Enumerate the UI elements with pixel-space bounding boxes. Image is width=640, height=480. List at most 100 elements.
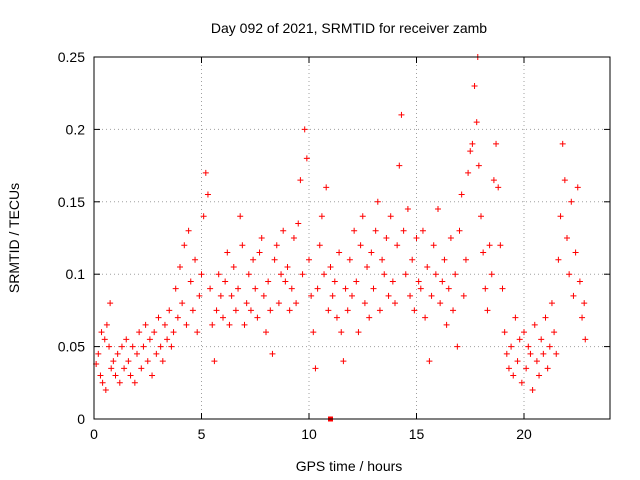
data-point bbox=[194, 329, 201, 336]
data-point bbox=[280, 227, 287, 234]
data-point bbox=[396, 162, 403, 169]
data-point bbox=[338, 329, 345, 336]
data-point bbox=[211, 358, 218, 365]
data-point bbox=[548, 300, 555, 307]
data-point bbox=[441, 256, 448, 263]
data-point bbox=[321, 271, 328, 278]
data-point bbox=[310, 329, 317, 336]
data-point bbox=[239, 242, 246, 249]
data-point bbox=[209, 321, 216, 328]
data-point bbox=[144, 358, 151, 365]
data-point bbox=[308, 292, 315, 299]
data-point bbox=[564, 235, 570, 241]
data-point bbox=[430, 242, 437, 249]
data-point bbox=[482, 285, 489, 292]
data-point bbox=[579, 314, 586, 321]
data-point bbox=[250, 256, 257, 263]
data-point bbox=[265, 278, 272, 285]
data-point bbox=[432, 271, 439, 278]
data-point bbox=[456, 227, 463, 234]
data-point bbox=[282, 278, 289, 285]
data-point bbox=[99, 379, 106, 386]
data-point bbox=[204, 191, 211, 198]
data-point bbox=[290, 235, 297, 241]
data-point bbox=[166, 307, 173, 314]
data-point bbox=[536, 372, 543, 379]
data-point bbox=[497, 242, 504, 249]
data-point bbox=[566, 271, 573, 278]
x-tick-label: 5 bbox=[198, 426, 206, 442]
data-point bbox=[254, 314, 261, 321]
data-point bbox=[183, 321, 190, 328]
data-point bbox=[235, 285, 242, 292]
y-tick-label: 0.2 bbox=[66, 121, 86, 137]
data-point bbox=[293, 300, 300, 307]
data-point bbox=[387, 213, 394, 220]
data-point bbox=[499, 285, 506, 292]
data-point bbox=[342, 285, 349, 292]
data-point bbox=[185, 227, 192, 234]
data-point bbox=[490, 177, 497, 184]
data-point bbox=[323, 184, 330, 191]
data-point bbox=[349, 292, 355, 299]
data-point bbox=[256, 249, 263, 256]
data-point bbox=[192, 256, 199, 263]
x-tick-label: 0 bbox=[90, 426, 98, 442]
data-point bbox=[400, 227, 407, 234]
data-point bbox=[538, 336, 545, 343]
data-point bbox=[553, 350, 560, 357]
data-point bbox=[415, 278, 422, 285]
data-point bbox=[417, 285, 424, 292]
data-point bbox=[353, 278, 360, 285]
data-point bbox=[161, 321, 168, 328]
data-point bbox=[336, 249, 343, 256]
data-point bbox=[366, 314, 373, 321]
data-point bbox=[454, 343, 461, 350]
data-point bbox=[355, 329, 362, 336]
data-point bbox=[131, 379, 138, 386]
data-point bbox=[488, 271, 495, 278]
data-point bbox=[385, 292, 392, 299]
data-point bbox=[419, 227, 426, 234]
data-point bbox=[306, 256, 312, 263]
data-point bbox=[467, 148, 474, 155]
data-point bbox=[103, 321, 110, 328]
data-point bbox=[392, 300, 398, 307]
data-point bbox=[516, 336, 523, 343]
y-tick-label: 0.05 bbox=[58, 339, 85, 355]
data-point bbox=[364, 263, 371, 270]
y-tick-label: 0.25 bbox=[58, 49, 85, 65]
chart-title: Day 092 of 2021, SRMTID for receiver zam… bbox=[211, 20, 487, 36]
data-point bbox=[402, 271, 409, 278]
data-point bbox=[518, 379, 525, 386]
data-point bbox=[275, 300, 282, 307]
data-point bbox=[118, 343, 125, 350]
data-point bbox=[179, 300, 186, 307]
data-point bbox=[484, 307, 491, 314]
data-point bbox=[465, 169, 472, 176]
data-point bbox=[381, 271, 388, 278]
data-point bbox=[582, 336, 589, 343]
data-point bbox=[168, 343, 175, 350]
data-point bbox=[344, 307, 351, 314]
data-point bbox=[220, 314, 226, 321]
data-point bbox=[426, 358, 433, 365]
data-point bbox=[411, 307, 418, 314]
data-point bbox=[107, 300, 114, 307]
data-point bbox=[245, 271, 252, 278]
data-point bbox=[314, 285, 321, 292]
data-point bbox=[407, 292, 414, 299]
data-point bbox=[271, 256, 278, 263]
data-point bbox=[508, 343, 515, 350]
data-point bbox=[458, 191, 465, 198]
data-point bbox=[142, 321, 149, 328]
data-point bbox=[284, 263, 291, 270]
x-tick-label: 20 bbox=[516, 426, 532, 442]
data-point bbox=[181, 242, 188, 249]
data-point bbox=[258, 235, 265, 241]
data-point bbox=[196, 292, 203, 299]
data-point bbox=[129, 343, 136, 350]
data-point bbox=[116, 379, 123, 386]
data-point bbox=[97, 372, 104, 379]
